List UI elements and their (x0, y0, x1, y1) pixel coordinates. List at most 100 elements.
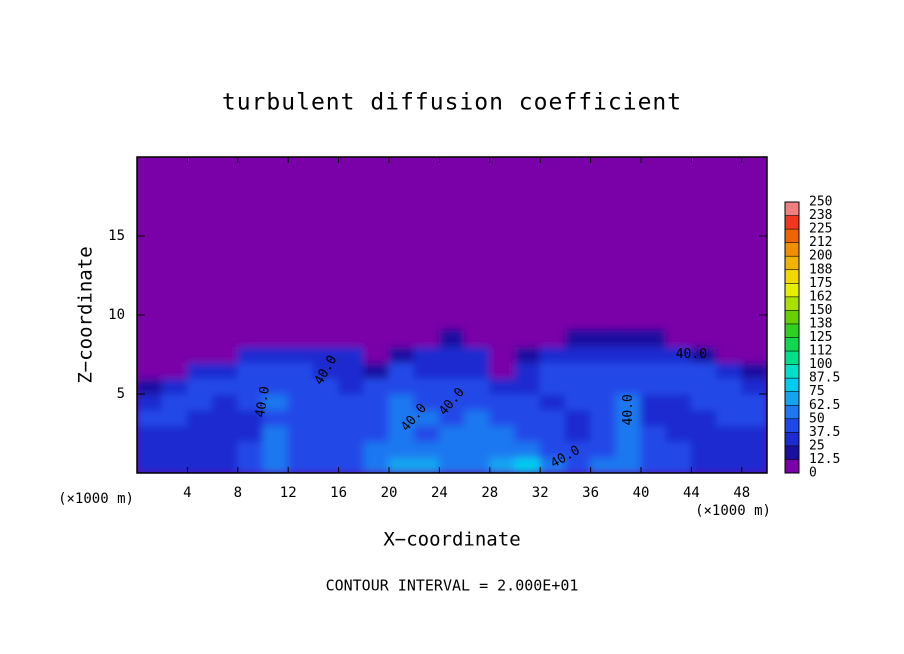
colorbar-label: 175 (809, 276, 832, 291)
field-cell (539, 393, 566, 411)
field-cell (161, 377, 188, 395)
field-cell (287, 456, 314, 473)
field-cell (186, 425, 214, 442)
field-cell (464, 377, 491, 395)
field-cell (590, 361, 617, 379)
contour-label: 40.0 (676, 347, 707, 362)
field-cell (212, 346, 239, 363)
field-cell (212, 330, 239, 348)
field-cell (690, 393, 718, 411)
field-cell (338, 440, 365, 458)
field-cell (690, 377, 718, 395)
field-cell (161, 346, 188, 363)
x-unit-label: (×1000 m) (695, 503, 771, 519)
field-cell (590, 393, 617, 411)
field-cell (161, 361, 188, 379)
field-cell (514, 393, 541, 411)
y-tick-label: 5 (117, 386, 125, 402)
field-cell (690, 425, 718, 442)
colorbar-swatch (785, 364, 799, 379)
field-cell (640, 425, 667, 442)
field-cell (363, 440, 390, 458)
field-cell (312, 361, 340, 379)
x-tick-label: 4 (183, 485, 191, 501)
field-cell (539, 361, 566, 379)
field-cell (262, 393, 289, 411)
field-cell (413, 409, 440, 427)
field-cell (615, 393, 642, 411)
colorbar-label: 12.5 (809, 452, 840, 467)
colorbar-swatch (785, 202, 799, 216)
field-cell (363, 361, 390, 379)
field-cell (438, 409, 466, 427)
field-cell (287, 425, 314, 442)
field-cell (388, 409, 415, 427)
colorbar-swatch (785, 215, 799, 230)
field-cell (212, 393, 239, 411)
field-cell (690, 346, 718, 363)
field-cell (237, 409, 264, 427)
field-cell (287, 409, 314, 427)
field-cell (312, 346, 340, 363)
field-cell (312, 409, 340, 427)
x-axis-label: X−coordinate (383, 529, 520, 551)
field-cell (212, 377, 239, 395)
colorbar-label: 162 (809, 289, 832, 304)
field-cell (287, 440, 314, 458)
field-cell (413, 393, 440, 411)
field-cell (665, 361, 692, 379)
field-cell (590, 346, 617, 363)
field-cell (514, 456, 541, 473)
colorbar-label: 188 (809, 262, 832, 277)
colorbar-label: 0 (809, 466, 817, 481)
field-cell (564, 425, 592, 442)
field-cell (137, 440, 163, 458)
colorbar-swatch (785, 229, 799, 243)
field-cell (489, 330, 516, 348)
colorbar-label: 138 (809, 316, 832, 331)
colorbar-label: 250 (809, 195, 832, 210)
x-tick-label: 44 (683, 485, 700, 501)
field-cell (564, 361, 592, 379)
field-cell (413, 456, 440, 473)
field-cell (489, 456, 516, 473)
field-cell (186, 440, 214, 458)
field-cell (161, 393, 188, 411)
colorbar-swatch (785, 310, 799, 324)
contour-label: 40.0 (253, 385, 273, 418)
field-cell (514, 409, 541, 427)
field-cell (564, 377, 592, 395)
field-cell (665, 440, 692, 458)
field-cell (413, 361, 440, 379)
field-cell (741, 409, 767, 427)
field-cell (640, 393, 667, 411)
field-cell (363, 330, 390, 348)
field-cell (237, 440, 264, 458)
field-cell (186, 361, 214, 379)
field-cell (615, 377, 642, 395)
field-cell (312, 377, 340, 395)
colorbar-swatch (785, 432, 799, 446)
field-cell (262, 456, 289, 473)
field-cell (514, 346, 541, 363)
field-cell (237, 456, 264, 473)
x-tick-label: 36 (582, 485, 599, 501)
colorbar-label: 238 (809, 208, 832, 223)
field-cell (338, 377, 365, 395)
field-cell (716, 346, 743, 363)
field-cell (137, 409, 163, 427)
x-tick-label: 48 (733, 485, 750, 501)
field-cell (665, 409, 692, 427)
field-cell (137, 456, 163, 473)
field-cell (237, 425, 264, 442)
field-cell (741, 330, 767, 348)
field-cell (615, 456, 642, 473)
y-axis-label: Z−coordinate (75, 246, 97, 383)
field-cell (716, 425, 743, 442)
field-cell (312, 425, 340, 442)
field-cell (287, 393, 314, 411)
field-cell (438, 393, 466, 411)
field-cell (413, 330, 440, 348)
field-cell (640, 377, 667, 395)
